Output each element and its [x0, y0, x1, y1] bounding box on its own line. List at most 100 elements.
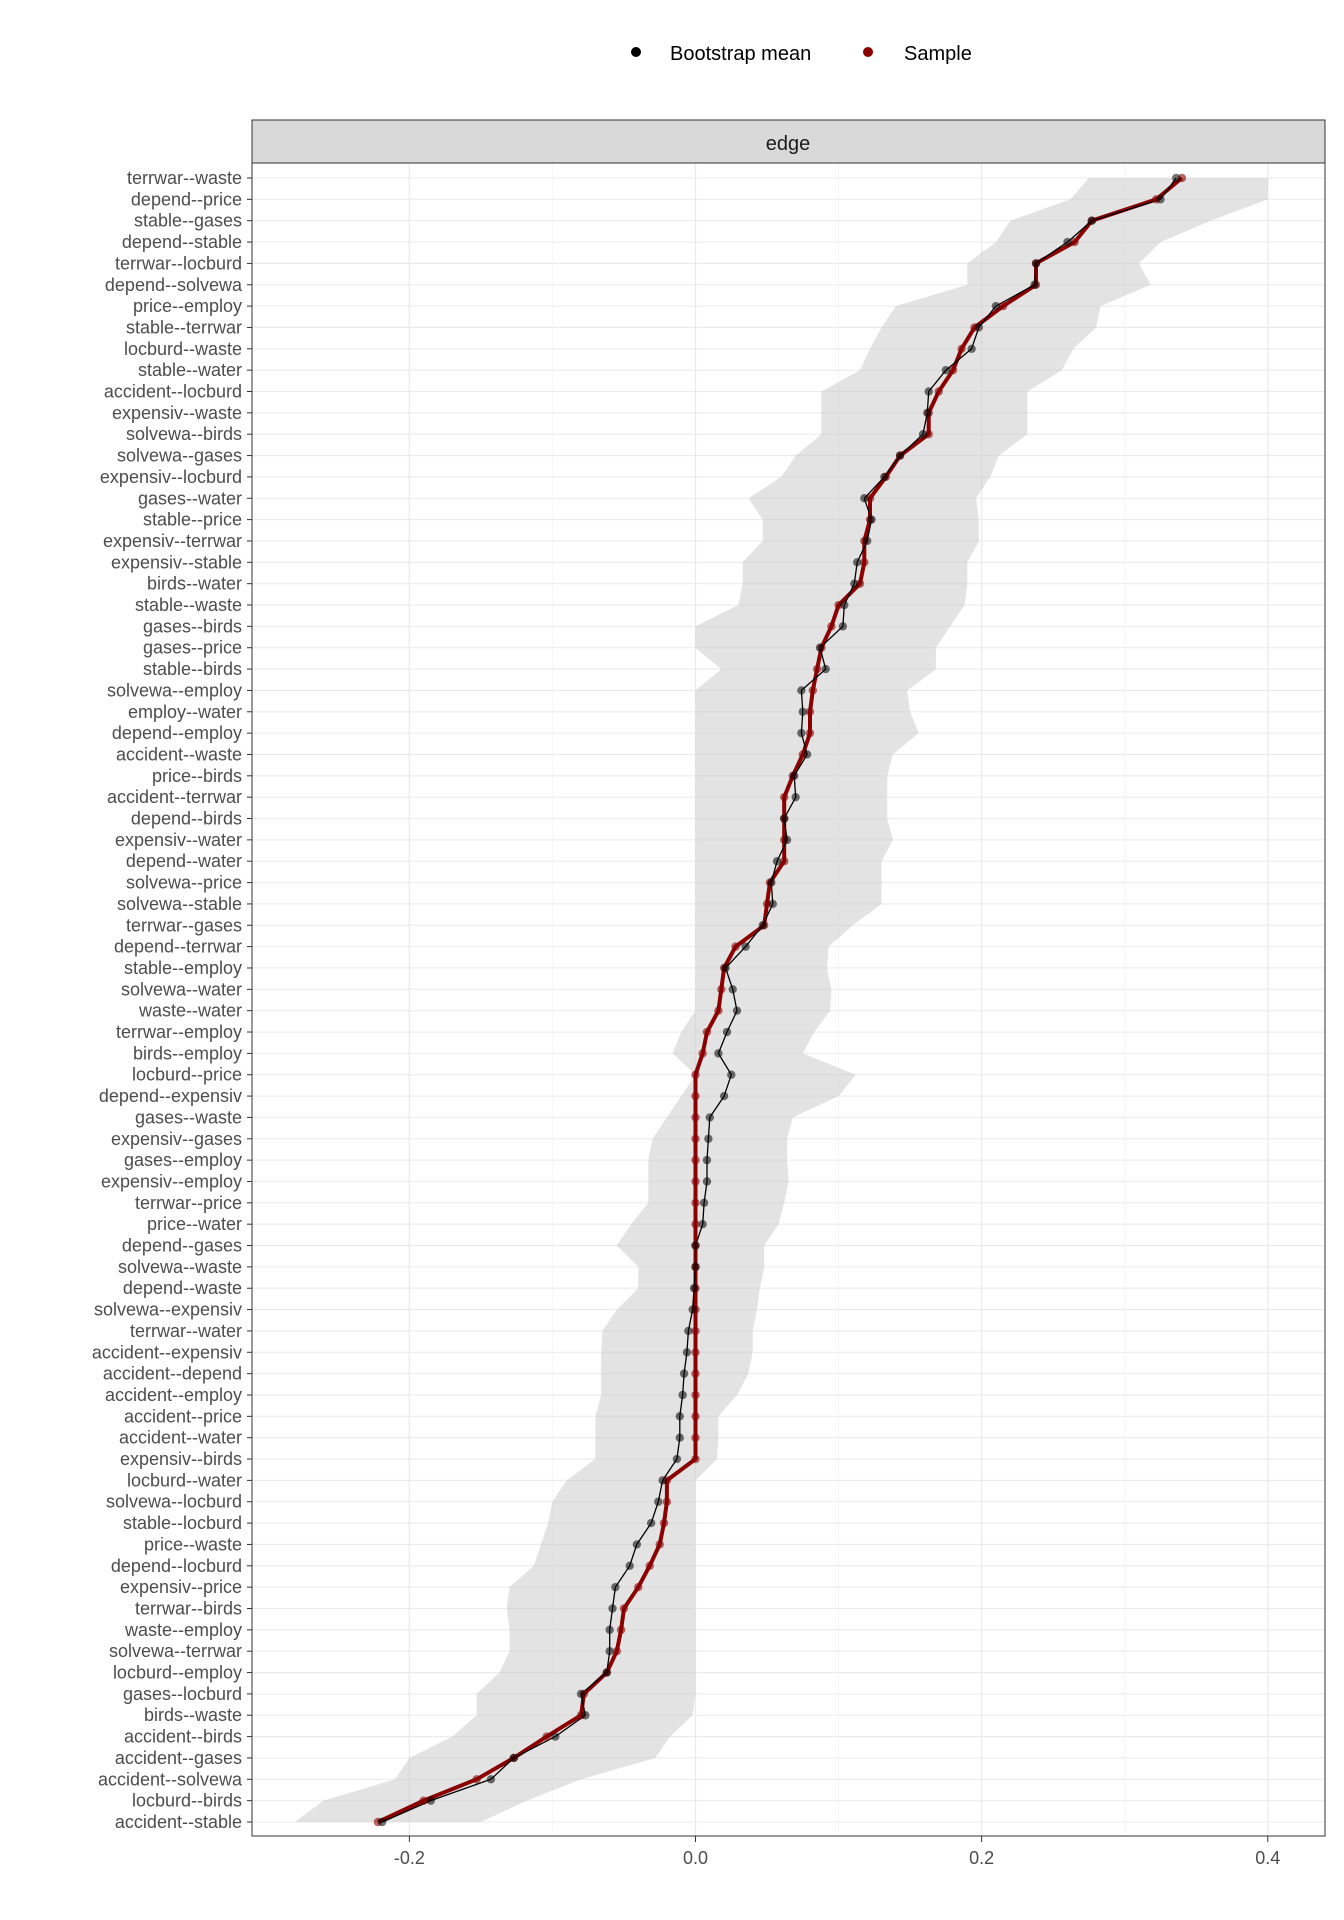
y-tick-label: solvewa--terrwar — [109, 1641, 242, 1661]
y-tick-label: locburd--birds — [132, 1791, 242, 1811]
bootstrap-point — [918, 430, 928, 439]
bootstrap-point — [699, 1198, 709, 1208]
bootstrap-point — [675, 1433, 684, 1442]
sample-point — [655, 1540, 664, 1549]
bootstrap-point — [691, 1262, 700, 1272]
y-tick-label: solvewa--employ — [107, 680, 242, 700]
y-tick-label: solvewa--water — [121, 979, 242, 999]
sample-point — [691, 1070, 700, 1079]
bootstrap-point — [684, 1326, 693, 1336]
y-tick-label: depend--water — [126, 851, 242, 871]
bootstrap-point — [791, 792, 800, 802]
bootstrap-point — [704, 1134, 713, 1143]
y-tick-label: accident--expensiv — [92, 1342, 242, 1362]
y-tick-label: gases--employ — [124, 1150, 242, 1170]
y-tick-label: gases--birds — [143, 616, 242, 636]
y-tick-label: accident--birds — [124, 1727, 242, 1747]
sample-point — [948, 365, 958, 375]
sample-point — [780, 792, 789, 802]
bootstrap-point — [1156, 195, 1165, 204]
bootstrap-point — [991, 301, 1001, 311]
y-tick-label: expensiv--waste — [112, 403, 242, 423]
y-tick-label: expensiv--water — [115, 830, 242, 850]
y-tick-label: depend--birds — [131, 809, 242, 829]
sample-point — [702, 1027, 712, 1037]
bootstrap-point — [923, 408, 932, 418]
bootstrap-point — [862, 536, 872, 546]
bootstrap-point — [727, 1070, 736, 1079]
sample-point — [998, 301, 1008, 311]
bootstrap-point — [797, 686, 806, 695]
bootstrap-mean-points — [377, 173, 1181, 1827]
y-tick-label: solvewa--expensiv — [94, 1300, 242, 1320]
sample-point — [612, 1646, 622, 1656]
bootstrap-point — [486, 1775, 496, 1784]
y-tick-label: depend--waste — [123, 1278, 242, 1298]
bootstrap-point — [714, 1049, 723, 1058]
bootstrap-point — [605, 1646, 614, 1656]
y-tick-label: solvewa--gases — [117, 446, 242, 466]
x-tick-label: 0.0 — [683, 1848, 708, 1868]
sample-point — [662, 1497, 672, 1506]
y-tick-label: gases--locburd — [123, 1684, 242, 1704]
sample-point — [645, 1561, 654, 1570]
y-tick-label: expensiv--locburd — [100, 467, 242, 487]
bootstrap-point — [646, 1518, 656, 1528]
bootstrap-point — [722, 1027, 732, 1037]
y-tick-label: employ--water — [128, 702, 242, 722]
bootstrap-point — [608, 1604, 617, 1613]
bootstrap-point — [611, 1582, 620, 1592]
sample-point — [717, 985, 726, 994]
y-tick-label: solvewa--waste — [118, 1257, 242, 1277]
sample-point — [691, 1155, 700, 1165]
bootstrap-point — [967, 344, 976, 354]
sample-point — [827, 622, 836, 631]
y-tick-label: price--waste — [144, 1534, 242, 1554]
x-tick-label: 0.2 — [969, 1848, 994, 1868]
sample-point — [691, 1390, 700, 1400]
y-tick-label: terrwar--price — [135, 1193, 242, 1213]
y-tick-label: depend--expensiv — [99, 1086, 242, 1106]
sample-point — [419, 1796, 428, 1805]
bootstrap-point — [797, 728, 806, 738]
y-tick-label: expensiv--employ — [101, 1171, 242, 1191]
y-tick-label: stable--waste — [135, 595, 242, 615]
y-tick-label: stable--birds — [143, 659, 242, 679]
y-tick-label: depend--solvewa — [105, 275, 243, 295]
y-tick-label: depend--locburd — [111, 1556, 242, 1576]
y-tick-label: stable--terrwar — [126, 317, 242, 337]
bootstrap-point — [924, 387, 933, 396]
bootstrap-point — [688, 1305, 697, 1314]
bootstrap-point — [581, 1711, 590, 1720]
y-tick-label: gases--water — [138, 488, 242, 508]
bootstrap-point — [1031, 259, 1041, 268]
sample-point — [780, 857, 789, 866]
bootstrap-point — [850, 579, 859, 588]
y-tick-label: price--water — [147, 1214, 242, 1234]
y-tick-label: waste--employ — [124, 1620, 242, 1640]
bootstrap-point — [790, 771, 799, 781]
sample-point — [714, 1006, 723, 1015]
sample-point — [691, 1454, 700, 1464]
sample-point — [691, 1113, 700, 1122]
bootstrap-point — [426, 1796, 436, 1805]
y-tick-label: birds--employ — [133, 1043, 242, 1063]
sample-point — [691, 1326, 700, 1336]
y-tick-label: accident--stable — [115, 1812, 242, 1832]
y-tick-label: accident--locburd — [104, 382, 242, 402]
bootstrap-point — [860, 494, 869, 503]
y-tick-label: expensiv--gases — [111, 1129, 242, 1149]
y-tick-label: expensiv--stable — [111, 552, 242, 572]
sample-point — [805, 707, 815, 716]
y-tick-label: accident--gases — [115, 1748, 242, 1768]
sample-point — [691, 1369, 700, 1378]
y-tick-label: stable--locburd — [123, 1513, 242, 1533]
bootstrap-point — [509, 1753, 519, 1763]
bootstrap-point — [702, 1155, 712, 1165]
y-tick-label: solvewa--locburd — [106, 1492, 242, 1512]
bootstrap-point — [1030, 280, 1039, 289]
y-tick-label: terrwar--birds — [135, 1598, 242, 1618]
y-axis: terrwar--wastedepend--pricestable--gases… — [92, 168, 252, 1832]
bootstrap-point — [895, 451, 905, 460]
y-tick-label: locburd--water — [127, 1470, 242, 1490]
